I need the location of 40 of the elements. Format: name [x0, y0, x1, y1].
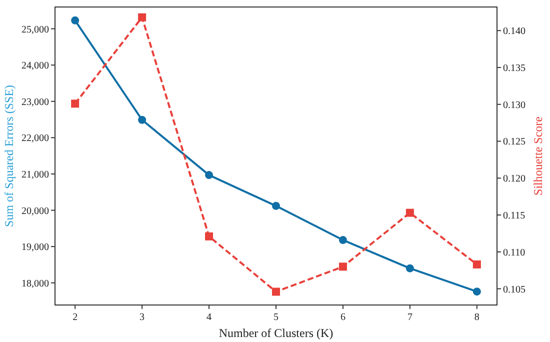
y-axis-title: Sum of Squared Errors (SSE): [2, 85, 16, 227]
point: [138, 13, 146, 22]
y-tick-label: 18,000: [22, 278, 49, 290]
x-tick-label: 3: [140, 312, 145, 323]
point: [272, 288, 280, 296]
x-tick-label: 2: [72, 312, 78, 323]
point: [406, 264, 414, 272]
x-tick-label: 6: [340, 312, 346, 323]
y2-tick-label: 0.120: [503, 174, 526, 185]
x-tick-label: 8: [474, 312, 480, 323]
point: [472, 260, 481, 268]
y-tick-label: 22,000: [22, 133, 49, 144]
point: [472, 288, 481, 296]
x-axis-title: Number of Clusters (K): [218, 326, 334, 340]
point: [205, 232, 214, 240]
y2-tick-label: 0.110: [503, 247, 526, 258]
y2-tick-label: 0.125: [503, 136, 526, 148]
point: [71, 16, 80, 24]
y2-tick-label: 0.135: [503, 62, 526, 74]
y-tick-label: 21,000: [22, 169, 49, 180]
point: [338, 262, 347, 271]
point: [138, 116, 146, 124]
point: [406, 208, 414, 217]
point: [338, 236, 347, 244]
y2-tick-label: 0.105: [503, 284, 526, 296]
x-tick-label: 4: [206, 312, 212, 323]
y-tick-label: 20,000: [22, 206, 49, 217]
y-tick-label: 25,000: [22, 24, 49, 36]
point: [272, 202, 280, 210]
point: [205, 171, 214, 180]
y-tick-label: 24,000: [22, 60, 49, 72]
point: [71, 100, 80, 108]
y2-axis-title: Silhouette Score: [531, 116, 545, 196]
y2-tick-label: 0.140: [503, 26, 526, 38]
x-tick-label: 5: [274, 312, 278, 323]
y2-tick-label: 0.130: [503, 100, 526, 111]
y2-tick-label: 0.115: [503, 210, 526, 222]
y-tick-label: 19,000: [22, 242, 49, 254]
x-tick-label: 7: [407, 312, 412, 323]
y-tick-label: 23,000: [22, 96, 49, 108]
